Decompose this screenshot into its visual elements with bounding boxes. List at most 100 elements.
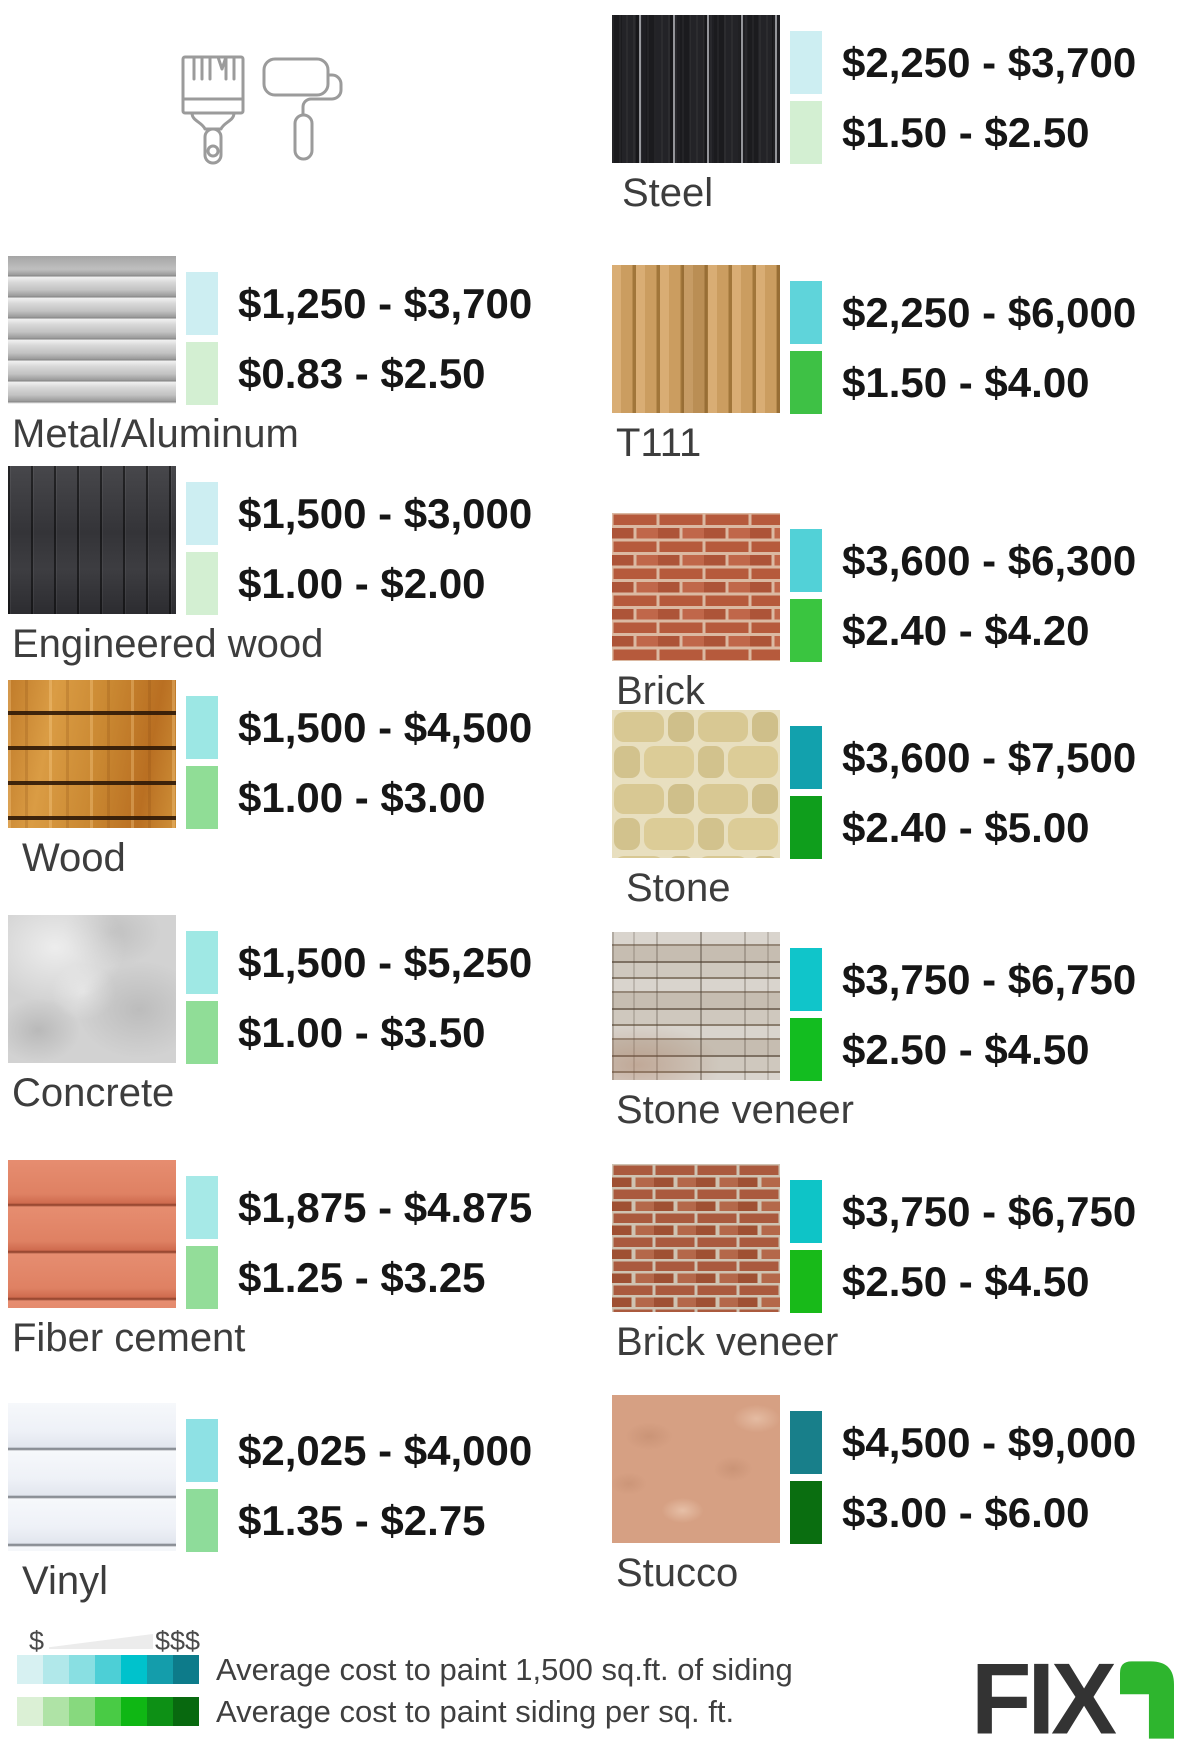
- per-sqft-cost-swatch: [186, 1246, 218, 1309]
- steel-texture-image: [612, 15, 780, 163]
- row-fiber-cement: $1,875 - $4.875 $1.25 - $3.25 Fiber ceme…: [8, 1160, 598, 1360]
- brick-veneer-texture-image: [612, 1164, 780, 1312]
- per-sqft-cost-range: $2.40 - $4.20: [842, 606, 1090, 654]
- material-label: Fiber cement: [12, 1316, 246, 1360]
- total-cost-swatch: [790, 1411, 822, 1474]
- total-cost-legend-label: Average cost to paint 1,500 sq.ft. of si…: [216, 1652, 793, 1687]
- per-sqft-cost-range: $1.00 - $3.00: [238, 773, 486, 821]
- high-price-symbol: $$$: [155, 1626, 201, 1656]
- row-concrete: $1,500 - $5,250 $1.00 - $3.50 Concrete: [8, 915, 598, 1115]
- material-label: Stone: [626, 866, 731, 910]
- total-cost-swatch: [186, 1419, 218, 1482]
- total-cost-swatch: [790, 31, 822, 94]
- per-sqft-cost-range: $1.50 - $2.50: [842, 108, 1090, 156]
- paint-brush-icon: [181, 55, 245, 165]
- total-cost-range: $3,750 - $6,750: [842, 1187, 1137, 1235]
- total-cost-swatch: [790, 1180, 822, 1243]
- concrete-texture-image: [8, 915, 176, 1063]
- per-sqft-cost-swatch: [186, 1001, 218, 1064]
- row-stone: $3,600 - $7,500 $2.40 - $5.00 Stone: [612, 710, 1200, 910]
- row-vinyl: $2,025 - $4,000 $1.35 - $2.75 Vinyl: [8, 1403, 598, 1603]
- material-label: Engineered wood: [12, 622, 324, 666]
- total-cost-range: $1,875 - $4.875: [238, 1183, 533, 1231]
- per-sqft-cost-swatch: [186, 552, 218, 615]
- total-cost-range: $1,500 - $5,250: [238, 938, 533, 986]
- total-cost-range: $2,250 - $6,000: [842, 288, 1137, 336]
- material-label: Brick: [616, 669, 705, 713]
- material-label: Concrete: [12, 1071, 175, 1115]
- wood-texture-image: [8, 680, 176, 828]
- total-cost-swatch: [790, 281, 822, 344]
- total-cost-swatch: [790, 726, 822, 789]
- total-cost-range: $2,025 - $4,000: [238, 1426, 533, 1474]
- total-cost-swatch: [186, 272, 218, 335]
- total-cost-swatch: [186, 696, 218, 759]
- material-label: T111: [616, 421, 702, 465]
- per-sqft-cost-swatch: [790, 1250, 822, 1313]
- total-cost-swatch: [186, 482, 218, 545]
- fiber-cement-texture-image: [8, 1160, 176, 1308]
- total-cost-range: $2,250 - $3,700: [842, 38, 1137, 86]
- material-label: Vinyl: [22, 1559, 108, 1603]
- per-sqft-cost-range: $1.25 - $3.25: [238, 1253, 486, 1301]
- row-engineered-wood: $1,500 - $3,000 $1.00 - $2.00 Engineered…: [8, 466, 598, 666]
- per-sqft-cost-range: $2.50 - $4.50: [842, 1025, 1090, 1073]
- per-sqft-cost-swatch: [186, 342, 218, 405]
- total-cost-range: $1,500 - $4,500: [238, 703, 533, 751]
- price-scale-symbols: $ $$$: [17, 1626, 797, 1656]
- stucco-texture-image: [612, 1395, 780, 1543]
- material-label: Brick veneer: [616, 1320, 839, 1364]
- total-cost-range: $4,500 - $9,000: [842, 1418, 1137, 1466]
- row-brick-veneer: $3,750 - $6,750 $2.50 - $4.50 Brick vene…: [612, 1164, 1200, 1364]
- total-cost-range: $3,600 - $6,300: [842, 536, 1137, 584]
- per-sqft-cost-swatch: [790, 1481, 822, 1544]
- per-sqft-cost-swatch: [186, 1489, 218, 1552]
- per-sqft-legend-label: Average cost to paint siding per sq. ft.: [216, 1694, 735, 1729]
- total-cost-swatch: [790, 948, 822, 1011]
- per-sqft-cost-swatch: [790, 1018, 822, 1081]
- per-sqft-cost-swatch: [790, 796, 822, 859]
- total-cost-swatch: [186, 1176, 218, 1239]
- material-label: Metal/Aluminum: [12, 412, 299, 456]
- per-sqft-cost-range: $2.40 - $5.00: [842, 803, 1090, 851]
- stone-texture-image: [612, 710, 780, 858]
- per-sqft-cost-swatch: [790, 351, 822, 414]
- engineered-wood-texture-image: [8, 466, 176, 614]
- row-stone-veneer: $3,750 - $6,750 $2.50 - $4.50 Stone vene…: [612, 932, 1200, 1132]
- row-wood: $1,500 - $4,500 $1.00 - $3.00 Wood: [8, 680, 598, 880]
- row-brick: $3,600 - $6,300 $2.40 - $4.20 Brick: [612, 513, 1200, 713]
- material-label: Wood: [22, 836, 126, 880]
- price-wedge-icon: [49, 1634, 153, 1649]
- row-steel: $2,250 - $3,700 $1.50 - $2.50 Steel: [612, 15, 1200, 215]
- material-label: Steel: [622, 171, 714, 215]
- per-sqft-cost-swatch: [790, 599, 822, 662]
- per-sqft-cost-color-scale: [17, 1697, 199, 1726]
- total-cost-swatch: [186, 931, 218, 994]
- fixr-logo: FIX: [971, 1641, 1175, 1756]
- fixr-logo-r-mark: [1120, 1661, 1175, 1739]
- row-metal-aluminum: $1,250 - $3,700 $0.83 - $2.50 Metal/Alum…: [8, 256, 598, 456]
- per-sqft-cost-range: $0.83 - $2.50: [238, 349, 486, 397]
- total-cost-range: $3,750 - $6,750: [842, 955, 1137, 1003]
- fixr-logo-text: FIX: [971, 1641, 1117, 1756]
- low-price-symbol: $: [29, 1626, 45, 1656]
- total-cost-range: $3,600 - $7,500: [842, 733, 1137, 781]
- per-sqft-cost-swatch: [186, 766, 218, 829]
- total-cost-swatch: [790, 529, 822, 592]
- per-sqft-cost-swatch: [790, 101, 822, 164]
- material-label: Stone veneer: [616, 1088, 854, 1132]
- per-sqft-cost-range: $2.50 - $4.50: [842, 1257, 1090, 1305]
- stone-veneer-texture-image: [612, 932, 780, 1080]
- total-cost-color-scale: [17, 1655, 199, 1684]
- row-stucco: $4,500 - $9,000 $3.00 - $6.00 Stucco: [612, 1395, 1200, 1595]
- row-t111: $2,250 - $6,000 $1.50 - $4.00 T111: [612, 265, 1200, 465]
- per-sqft-cost-range: $1.00 - $3.50: [238, 1008, 486, 1056]
- metal-aluminum-texture-image: [8, 256, 176, 404]
- vinyl-texture-image: [8, 1403, 176, 1551]
- material-label: Stucco: [616, 1551, 739, 1595]
- brick-texture-image: [612, 513, 780, 661]
- paint-brush-and-roller-icon: [180, 55, 346, 165]
- per-sqft-cost-range: $1.00 - $2.00: [238, 559, 486, 607]
- t111-texture-image: [612, 265, 780, 413]
